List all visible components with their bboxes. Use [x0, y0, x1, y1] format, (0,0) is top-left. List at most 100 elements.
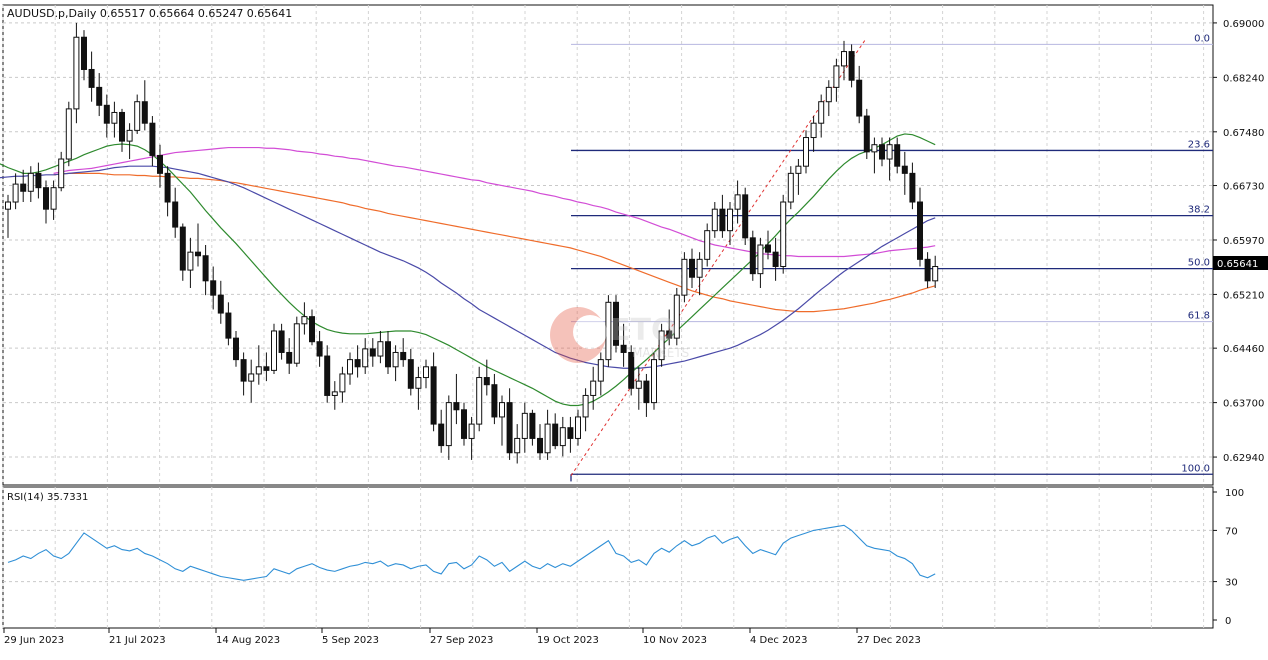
candle-body	[362, 348, 369, 368]
candle-body	[453, 402, 460, 411]
candle-body	[772, 251, 779, 267]
candle-body	[476, 377, 483, 425]
candle-body	[217, 294, 224, 314]
candle-body	[12, 183, 19, 203]
candle-body	[483, 377, 490, 386]
last-price-label: 0.65641	[1217, 259, 1258, 270]
candle-body	[879, 144, 885, 160]
svg-text:MARKETS: MARKETS	[632, 346, 689, 360]
y-tick-label: 0.67480	[1223, 128, 1264, 139]
candle-body	[833, 65, 840, 88]
candle-body	[909, 172, 916, 203]
candle-body	[240, 359, 247, 382]
x-tick-label: 10 Nov 2023	[643, 635, 707, 646]
x-tick-label: 4 Dec 2023	[750, 635, 808, 646]
candle-body	[157, 154, 163, 174]
candle-body	[293, 323, 300, 364]
candle-body	[597, 359, 604, 382]
candle-body	[400, 351, 407, 361]
candle-body	[111, 111, 118, 124]
fib-level-label: 0.0	[1194, 33, 1210, 44]
chart-header: AUDUSD.p,Daily 0.65517 0.65664 0.65247 0…	[7, 7, 292, 20]
candle-body	[187, 251, 194, 271]
candle-body	[225, 312, 232, 339]
candle-body	[780, 201, 787, 267]
candle-body	[278, 330, 285, 353]
candle-body	[803, 137, 809, 167]
x-tick-label: 14 Aug 2023	[216, 635, 280, 646]
y-tick-label: 0.66730	[1223, 182, 1264, 193]
candle-body	[369, 348, 376, 357]
x-tick-label: 5 Sep 2023	[322, 635, 379, 646]
candle-body	[620, 344, 627, 353]
candle-body	[575, 416, 581, 439]
candle-body	[27, 172, 34, 192]
candle-body	[696, 258, 703, 278]
candle-body	[385, 341, 391, 368]
y-tick-label: 0.63700	[1223, 399, 1264, 410]
candle-body	[43, 187, 49, 210]
candle-body	[20, 183, 27, 192]
axes: 0.69000 0.68240 0.67480 0.66730 0.65970 0.652…	[3, 19, 1264, 646]
y-tick-label: 0.62940	[1223, 453, 1264, 464]
candle-body	[461, 409, 467, 439]
candle-body	[309, 316, 315, 343]
fib-level-label: 38.2	[1188, 205, 1210, 216]
moving-average-line	[53, 146, 936, 258]
candle-body	[651, 359, 657, 404]
candle-body	[438, 423, 445, 447]
candle-body	[164, 172, 171, 203]
candle-body	[901, 165, 908, 174]
x-tick-label: 29 Jun 2023	[4, 635, 64, 646]
candle-body	[894, 144, 901, 167]
candle-body	[613, 301, 619, 346]
candle-body	[210, 280, 217, 296]
candle-body	[856, 79, 863, 117]
candle-body	[841, 51, 847, 67]
candle-body	[301, 316, 308, 325]
candle-body	[149, 122, 156, 156]
last-price-badge	[1213, 256, 1268, 270]
candle-body	[719, 208, 726, 232]
candle-body	[81, 36, 87, 70]
candle-body	[491, 384, 498, 418]
candle-body	[286, 351, 293, 364]
candle-body	[141, 101, 148, 124]
svg-text:ETO: ETO	[610, 313, 676, 348]
candle-body	[582, 394, 589, 418]
candle-body	[742, 194, 749, 239]
candle-body	[514, 437, 521, 454]
moving-average-line	[53, 172, 936, 313]
candle-body	[255, 366, 262, 375]
candle-body	[757, 244, 764, 275]
candle-body	[917, 201, 923, 260]
candle-body	[506, 402, 513, 454]
candle-body	[65, 108, 72, 160]
candle-body	[658, 330, 665, 361]
candle-body	[932, 265, 939, 282]
candle-body	[88, 68, 95, 88]
candle-body	[233, 337, 239, 361]
rsi-y-tick-label: 100	[1225, 488, 1244, 499]
moving-averages	[0, 133, 936, 407]
y-tick-label: 0.69000	[1223, 19, 1264, 30]
candle-body	[681, 258, 688, 296]
candle-body	[521, 412, 528, 439]
candle-body	[172, 201, 179, 228]
brand-logo: ETO MARKETS	[550, 307, 689, 363]
moving-average-line	[0, 165, 936, 369]
candle-body	[605, 301, 612, 361]
candle-body	[628, 351, 635, 389]
candle-body	[423, 366, 429, 379]
candle-body	[810, 122, 817, 139]
candle-body	[354, 359, 361, 368]
y-tick-label: 0.64460	[1223, 344, 1264, 355]
candle-body	[886, 144, 893, 160]
fib-level-label: 100.0	[1181, 463, 1210, 474]
candle-body	[552, 423, 559, 447]
candle-body	[590, 380, 597, 396]
candle-body	[430, 366, 437, 425]
y-tick-label: 0.65970	[1223, 236, 1264, 247]
candle-body	[537, 437, 543, 454]
